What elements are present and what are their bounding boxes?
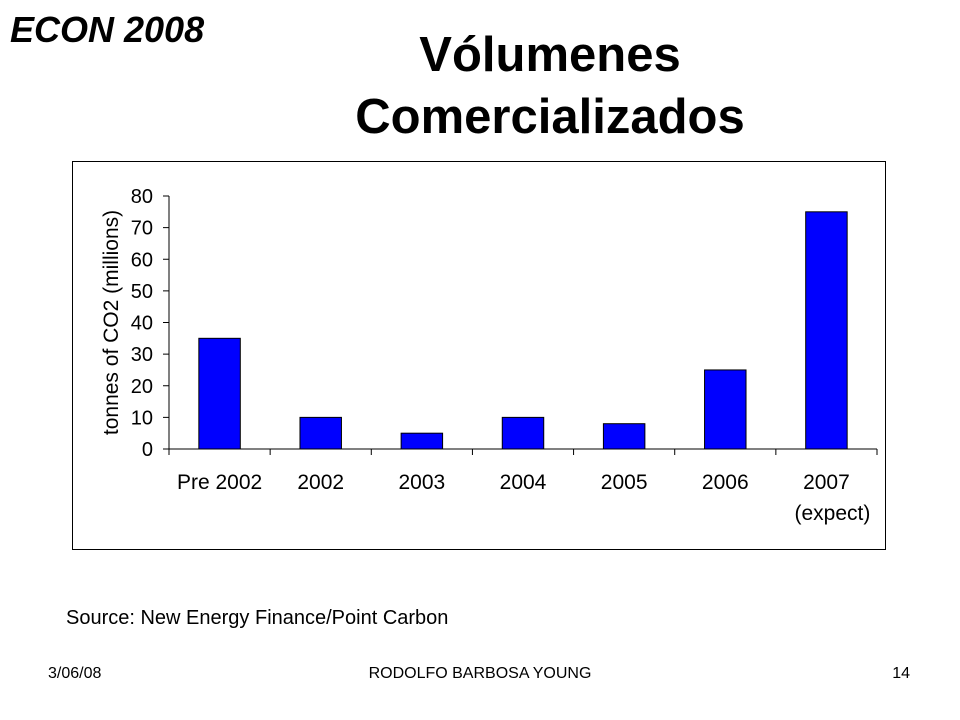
bar-pre-2002 [198,337,241,450]
slide-title-line-1: Vólumenes [419,28,681,82]
slide-title: Vólumenes Comercializados [300,24,800,148]
footer-author: RODOLFO BARBOSA YOUNG [368,665,592,682]
y-tick-label: 80 [131,186,153,208]
y-tick-label: 10 [131,407,153,429]
bar-chart: 0 10 20 30 40 50 60 70 80 tonnes of CO2 (millions… [100,186,878,525]
course-label: ECON 2008 [10,9,205,50]
x-category-label: Pre 2002 [177,471,262,494]
bar-2002 [299,416,342,450]
source-note: Source: New Energy Finance/Point Carbon [66,607,449,629]
x-category-sublabel: (expect) [794,502,870,525]
y-tick-label: 60 [131,249,153,271]
footer-date: 3/06/08 [48,665,102,682]
y-axis-title: tonnes of CO2 (millions) [100,210,123,435]
y-tick-label: 20 [131,376,153,398]
bar-2007 [805,211,848,450]
footer-page-number: 14 [892,665,910,682]
x-category-label: 2002 [297,471,344,494]
bar-2003 [400,432,444,450]
x-category-label: 2007 [803,471,850,494]
x-category-label: 2003 [398,471,445,494]
x-category-label: 2006 [702,471,749,494]
slide-title-line-2: Comercializados [355,90,745,144]
x-category-label: 2004 [500,471,547,494]
y-tick-label: 30 [131,344,153,366]
y-tick-label: 70 [131,218,153,240]
x-category-label: 2005 [601,471,648,494]
chart-frame: 0 10 20 30 40 50 60 70 80 tonnes of CO2 (millions… [72,161,886,550]
bar-2004 [501,416,545,450]
bar-2005 [602,423,646,450]
y-tick-label: 50 [131,281,153,303]
y-tick-label: 0 [142,439,153,461]
bar-2006 [704,369,747,450]
y-tick-label: 40 [131,313,153,335]
